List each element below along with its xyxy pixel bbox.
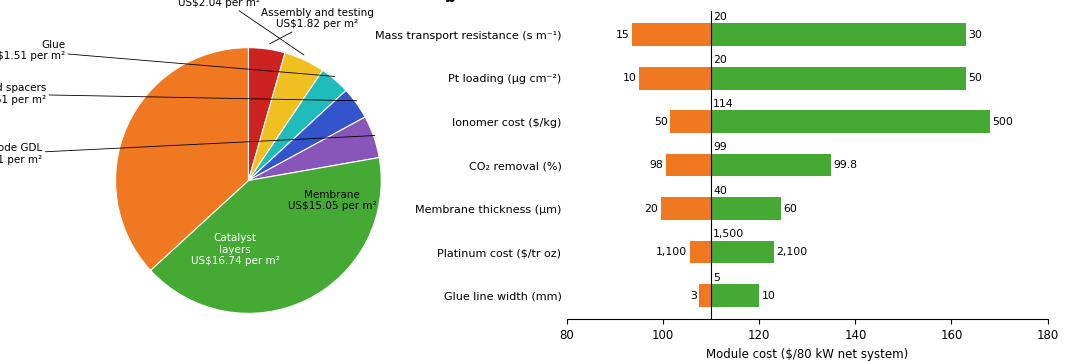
Text: 99.8: 99.8	[834, 160, 858, 170]
Wedge shape	[248, 90, 365, 180]
Bar	[711, 23, 966, 46]
Text: Housing
US$2.04 per m²: Housing US$2.04 per m²	[178, 0, 303, 55]
Bar	[632, 23, 711, 46]
Text: 40: 40	[713, 186, 727, 196]
Text: 10: 10	[623, 73, 637, 83]
Bar	[671, 110, 711, 133]
X-axis label: Module cost ($/80 kW net system): Module cost ($/80 kW net system)	[706, 348, 908, 361]
Text: 60: 60	[783, 204, 797, 214]
Text: Feed spacers
US$1.61 per m²: Feed spacers US$1.61 per m²	[0, 83, 356, 105]
Wedge shape	[248, 53, 323, 180]
Text: 15: 15	[616, 30, 630, 40]
Bar	[711, 110, 990, 133]
Text: 99: 99	[713, 142, 727, 152]
Text: 1,500: 1,500	[713, 229, 744, 239]
Bar	[639, 67, 711, 90]
Wedge shape	[248, 117, 379, 180]
Text: 20: 20	[713, 12, 727, 22]
Bar	[711, 284, 759, 307]
Text: 10: 10	[761, 291, 775, 301]
Bar	[665, 154, 711, 177]
Bar	[699, 284, 711, 307]
Wedge shape	[150, 157, 381, 313]
Text: 98: 98	[649, 160, 663, 170]
Wedge shape	[248, 70, 346, 180]
Bar	[711, 197, 781, 220]
Text: 500: 500	[993, 117, 1013, 127]
Text: 3: 3	[690, 291, 697, 301]
Text: 114: 114	[713, 99, 733, 109]
Text: 1,100: 1,100	[656, 247, 687, 257]
Text: Catalyst
layers
US$16.74 per m²: Catalyst layers US$16.74 per m²	[191, 233, 280, 266]
Bar	[689, 241, 711, 264]
Text: 5: 5	[713, 273, 720, 283]
Text: 50: 50	[654, 117, 667, 127]
Text: Glue
US$1.51 per m²: Glue US$1.51 per m²	[0, 39, 335, 77]
Text: 20: 20	[713, 55, 727, 65]
Bar	[661, 197, 711, 220]
Wedge shape	[116, 48, 248, 270]
Bar	[711, 241, 773, 264]
Text: b: b	[445, 0, 456, 5]
Text: 2,100: 2,100	[777, 247, 808, 257]
Bar	[711, 154, 832, 177]
Text: Membrane
US$15.05 per m²: Membrane US$15.05 per m²	[287, 190, 377, 211]
Text: 20: 20	[645, 204, 659, 214]
Text: 50: 50	[969, 73, 982, 83]
Text: Anode GDL
US$2.11 per m²: Anode GDL US$2.11 per m²	[0, 135, 375, 165]
Wedge shape	[248, 48, 285, 180]
Bar	[711, 67, 966, 90]
Text: 30: 30	[969, 30, 982, 40]
Text: Assembly and testing
US$1.82 per m²: Assembly and testing US$1.82 per m²	[261, 8, 374, 44]
